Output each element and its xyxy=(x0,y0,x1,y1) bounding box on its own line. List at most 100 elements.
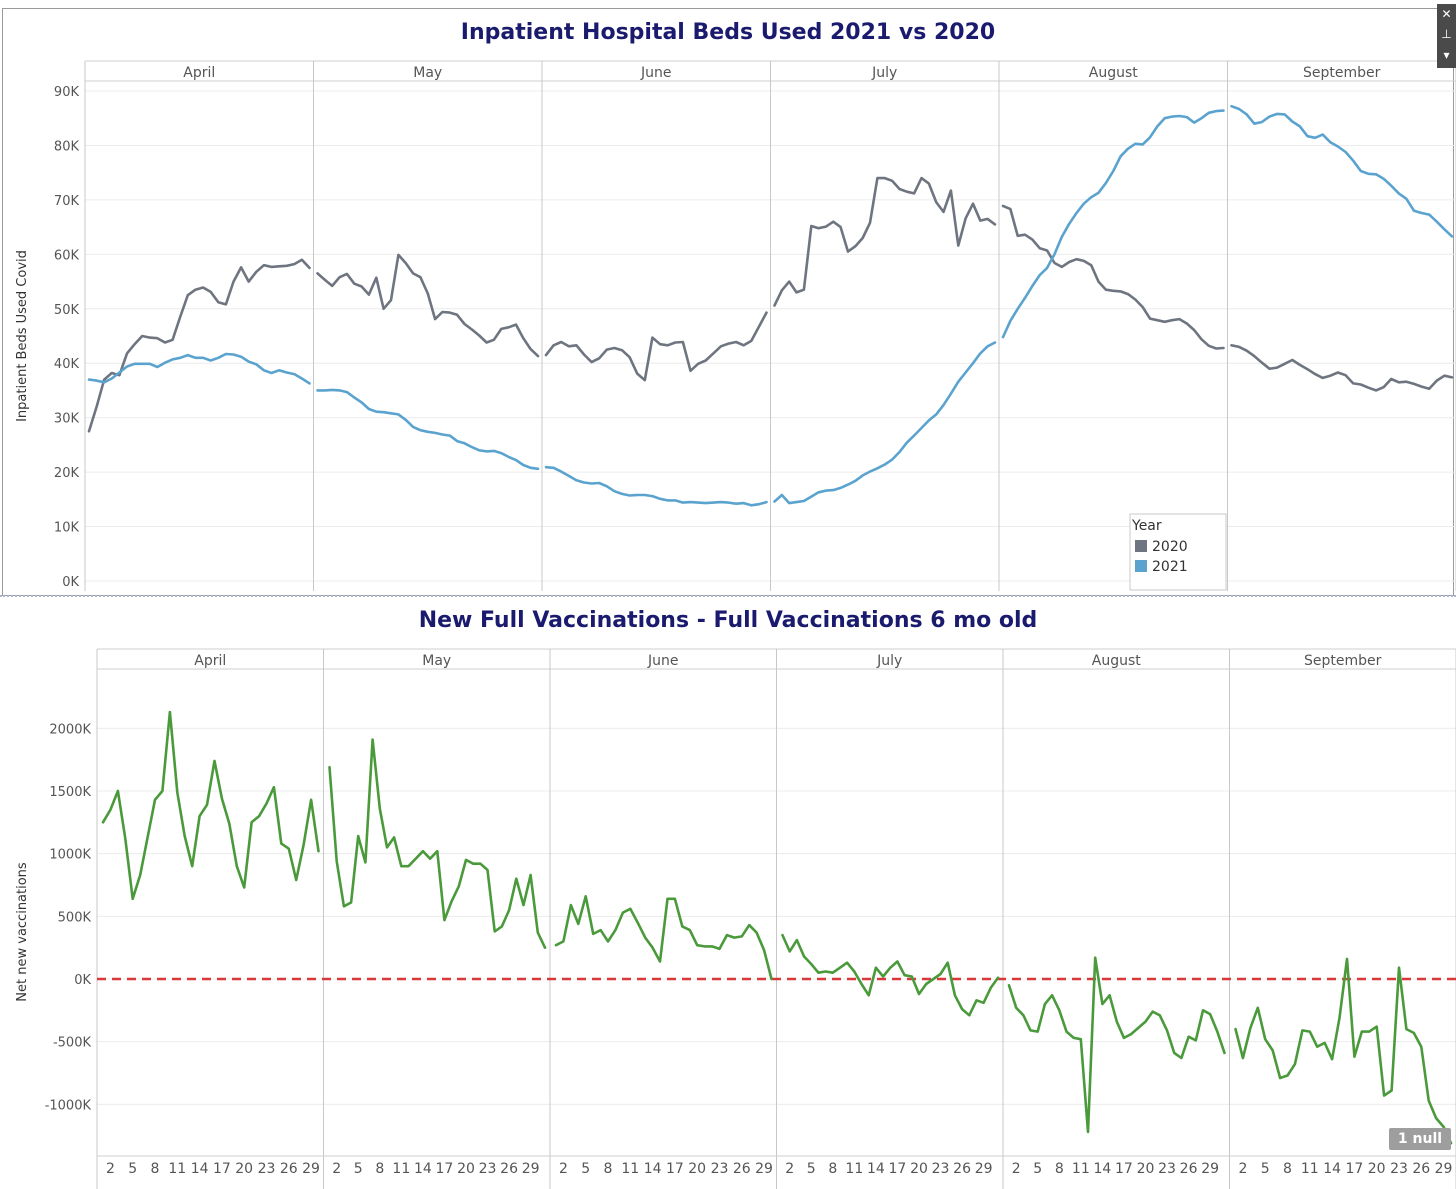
x-tick-label: 29 xyxy=(522,1161,540,1177)
series-line-net xyxy=(1234,957,1453,1145)
y-tick-label: -500K xyxy=(53,1036,92,1051)
close-icon[interactable]: ✕ xyxy=(1441,7,1452,21)
series-line-net xyxy=(328,738,547,950)
legend: Year 2020 2021 xyxy=(1129,513,1227,591)
series-line-2021 xyxy=(87,352,311,385)
month-label: September xyxy=(1303,65,1381,81)
x-tick-label: 29 xyxy=(302,1161,320,1177)
y-tick-label: 30K xyxy=(54,412,80,427)
x-tick-label: 17 xyxy=(213,1161,231,1177)
y-tick-label: 500K xyxy=(58,910,92,925)
x-tick-label: 26 xyxy=(1180,1161,1198,1177)
series-line-2020 xyxy=(1001,204,1225,350)
series-line-2020 xyxy=(773,176,997,307)
y-axis-title: Net new vaccinations xyxy=(15,862,30,1002)
legend-swatch xyxy=(1135,560,1147,572)
x-tick-label: 2 xyxy=(559,1161,568,1177)
chevron-down-icon[interactable]: ▾ xyxy=(1443,48,1450,62)
x-tick-label: 26 xyxy=(280,1161,298,1177)
series-line-2020 xyxy=(1230,343,1454,392)
y-tick-label: 50K xyxy=(54,303,80,318)
legend-entry: 2021 xyxy=(1152,559,1188,575)
series-line-net xyxy=(101,710,320,901)
x-tick-label: 11 xyxy=(1072,1161,1090,1177)
x-tick-label: 20 xyxy=(1368,1161,1386,1177)
x-tick-label: 17 xyxy=(1115,1161,1133,1177)
x-tick-label: 20 xyxy=(457,1161,475,1177)
x-tick-label: 20 xyxy=(688,1161,706,1177)
x-tick-label: 29 xyxy=(755,1161,773,1177)
x-tick-label: 2 xyxy=(1012,1161,1021,1177)
x-tick-label: 11 xyxy=(845,1161,863,1177)
y-tick-label: 80K xyxy=(54,139,80,154)
x-tick-label: 5 xyxy=(807,1161,816,1177)
viz-toolbar: ✕ ⊥ ▾ xyxy=(1437,4,1456,68)
month-label: May xyxy=(413,65,442,81)
x-tick-label: 17 xyxy=(436,1161,454,1177)
x-tick-label: 8 xyxy=(151,1161,160,1177)
x-tick-label: 14 xyxy=(191,1161,209,1177)
x-tick-label: 29 xyxy=(1435,1161,1453,1177)
panel-separator xyxy=(0,595,1456,597)
x-tick-label: 26 xyxy=(500,1161,518,1177)
series-line-2021 xyxy=(316,388,540,471)
month-label: April xyxy=(194,653,226,669)
x-tick-label: 2 xyxy=(1238,1161,1247,1177)
y-tick-label: 10K xyxy=(54,521,80,536)
month-label: June xyxy=(640,65,672,81)
y-axis-title: Inpatient Beds Used Covid xyxy=(15,250,30,422)
x-tick-label: 20 xyxy=(910,1161,928,1177)
x-tick-label: 8 xyxy=(1283,1161,1292,1177)
legend-swatch xyxy=(1135,540,1147,552)
series-line-2020 xyxy=(544,311,768,382)
x-tick-label: 5 xyxy=(1261,1161,1270,1177)
month-label: May xyxy=(422,653,451,669)
x-tick-label: 14 xyxy=(1323,1161,1341,1177)
y-tick-label: 0K xyxy=(62,575,79,590)
x-tick-label: 11 xyxy=(392,1161,410,1177)
x-tick-label: 23 xyxy=(1390,1161,1408,1177)
x-tick-label: 11 xyxy=(1301,1161,1319,1177)
chart-title: Inpatient Hospital Beds Used 2021 vs 202… xyxy=(460,20,996,45)
chart-title: New Full Vaccinations - Full Vaccination… xyxy=(418,608,1038,633)
x-tick-label: 23 xyxy=(258,1161,276,1177)
vaccinations-panel: New Full Vaccinations - Full Vaccination… xyxy=(0,598,1456,1189)
x-tick-label: 2 xyxy=(785,1161,794,1177)
y-tick-label: 1000K xyxy=(49,848,91,863)
y-tick-label: 90K xyxy=(54,85,80,100)
x-tick-label: 29 xyxy=(1201,1161,1219,1177)
y-tick-label: 0K xyxy=(74,973,91,988)
x-tick-label: 8 xyxy=(604,1161,613,1177)
series-line-2020 xyxy=(316,253,540,358)
series-line-net xyxy=(554,894,773,981)
month-label: August xyxy=(1089,65,1139,81)
hospital-beds-panel: Inpatient Hospital Beds Used 2021 vs 202… xyxy=(0,8,1456,597)
null-indicator[interactable]: 1 null xyxy=(1389,1128,1451,1150)
vaccinations-chart: April May June July August September -1000K -50… xyxy=(15,648,1456,1189)
series-line-2021 xyxy=(544,465,768,507)
series-line-2021 xyxy=(1001,109,1225,339)
x-tick-label: 20 xyxy=(235,1161,253,1177)
hospital-beds-chart: April May June July August September 0K 10K 20K 3… xyxy=(15,60,1456,591)
month-label: July xyxy=(871,65,897,81)
x-tick-label: 23 xyxy=(479,1161,497,1177)
y-tick-label: 60K xyxy=(54,248,80,263)
x-tick-label: 8 xyxy=(828,1161,837,1177)
x-tick-label: 23 xyxy=(932,1161,950,1177)
y-tick-label: 20K xyxy=(54,466,80,481)
legend-entry: 2020 xyxy=(1152,539,1188,555)
x-tick-label: 11 xyxy=(621,1161,639,1177)
x-tick-label: 5 xyxy=(128,1161,137,1177)
series-line-2021 xyxy=(1230,104,1454,238)
x-tick-label: 14 xyxy=(867,1161,885,1177)
x-tick-label: 5 xyxy=(581,1161,590,1177)
x-tick-label: 23 xyxy=(1158,1161,1176,1177)
y-tick-label: 70K xyxy=(54,194,80,209)
series-line-net xyxy=(781,933,1000,1017)
x-tick-label: 2 xyxy=(106,1161,115,1177)
x-tick-label: 26 xyxy=(953,1161,971,1177)
x-tick-label: 26 xyxy=(733,1161,751,1177)
x-tick-label: 17 xyxy=(666,1161,684,1177)
pin-icon[interactable]: ⊥ xyxy=(1441,27,1452,41)
series-line-net xyxy=(1007,956,1226,1134)
